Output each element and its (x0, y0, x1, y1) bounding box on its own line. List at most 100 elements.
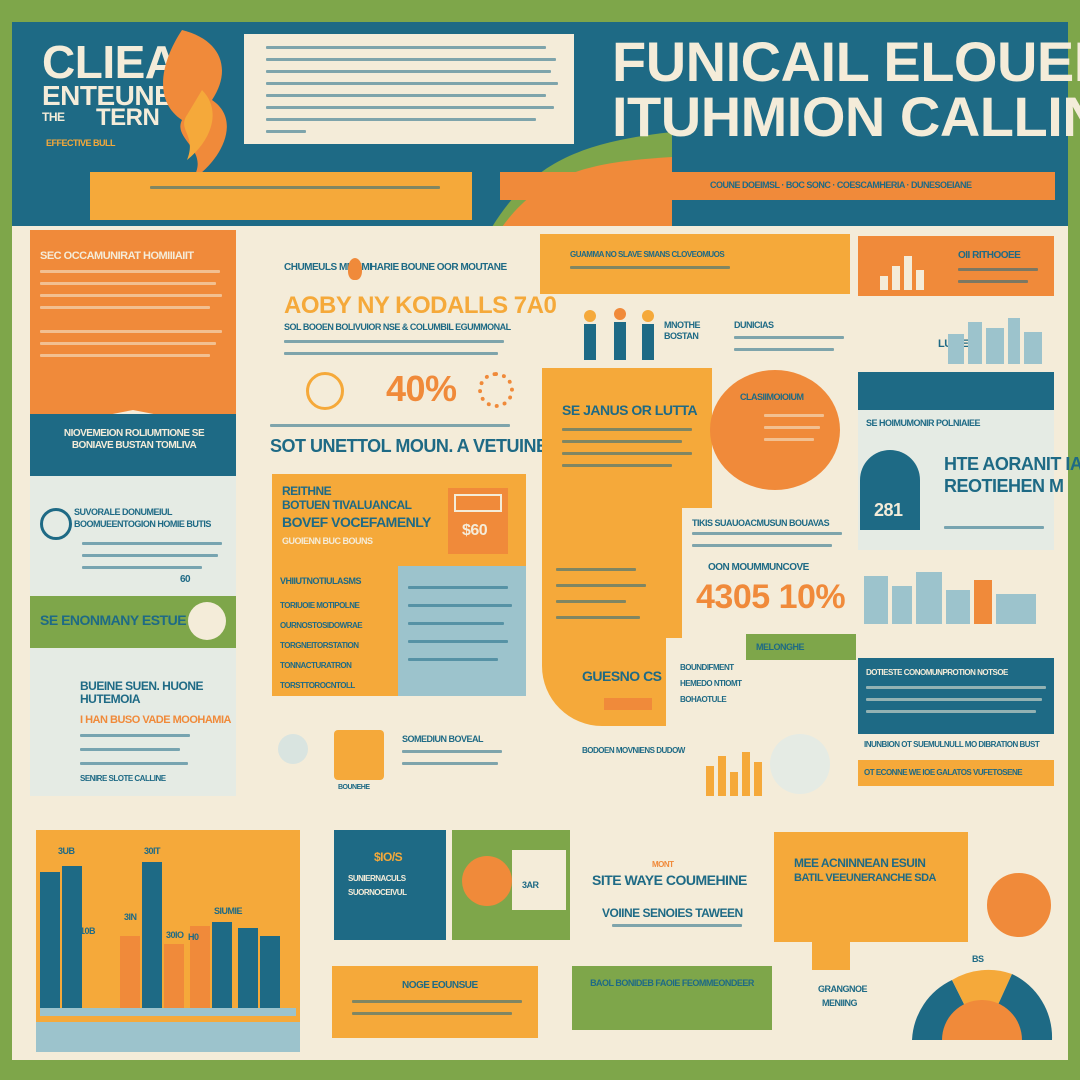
center-stat-label: OON MOUMMUNCOVE (708, 562, 809, 573)
chart-label: 3UB (58, 846, 75, 856)
right-circle-big: 281 (874, 500, 903, 520)
chart-label: 30IT (144, 846, 161, 856)
bottom-section: 3UB 30IT 3IN SIUMIE 10B 30IO H0 $IO/S SU… (12, 830, 1068, 1060)
middle-list: TORIUOIE MOTIPOLNE OURNOSTOSIDOWRAE TORG… (280, 596, 398, 696)
middle-box-sub: GUOIENN BUC BOUNS (282, 536, 373, 546)
center-column: GUAMMA NO SLAVE SMANS CLOVEOMUOS MNOTHE … (536, 226, 856, 826)
center-big-stat: 4305 10% (696, 578, 846, 616)
center-top-banner: GUAMMA NO SLAVE SMANS CLOVEOMUOS (540, 234, 850, 294)
gauge-label-b: BS (972, 954, 984, 964)
bottom-teal-card-title: $IO/S (374, 850, 403, 864)
center-yellow-card: SE JANUS OR LUTTA (542, 368, 712, 508)
right-headline-a: HTE AORANIT IA (944, 454, 1080, 474)
bottom-green-box-text: BAOL BONIDEB FAOIE FEOMMEONDEER (590, 978, 754, 988)
middle-big-heading: AOBY NY KODALLS 7A0 (284, 292, 557, 319)
middle-list-title: VHIIUTNOTIULASMS (280, 576, 362, 586)
left-orange-card: SEC OCCAMUNIRAT HOMIIIAIIT (30, 230, 236, 408)
page-title-line-2: ITUHMION CALLINI (612, 85, 1080, 148)
center-team-label-a: MNOTHE BOSTAN (664, 320, 701, 341)
center-robot-icon (770, 734, 830, 794)
bottom-small-label-2: MENIING (822, 998, 858, 1008)
center-green-tab-text: MELONGHE (756, 642, 805, 652)
left-caption: SENIRE SLOTE CALLINE (80, 774, 166, 783)
middle-blue-box (398, 566, 526, 696)
bottom-mid-title: SITE WAYE COUMEHINE (592, 872, 747, 888)
plant-icon (40, 508, 72, 540)
bottom-yellow-box: NOGE EOUNSUE (332, 966, 538, 1038)
left-amount: 60 (180, 574, 191, 585)
bottom-green-box: BAOL BONIDEB FAOIE FEOMMEONDEER (572, 966, 772, 1030)
center-yellow-card-2 (542, 508, 682, 638)
right-top-title: OII RITHOOEE (958, 250, 1021, 261)
gear-icon (478, 372, 514, 408)
bottom-paper-icon (512, 850, 566, 910)
bottom-green-card: 3AR (452, 830, 570, 940)
left-green-banner-text: SE ENONMANY ESTUE (40, 612, 187, 628)
right-teal-title: DOTIESTE CONOMUNPROTION NOTSOE (866, 668, 1008, 677)
team-people-icon (584, 308, 654, 360)
chart-label: SIUMIE (214, 906, 243, 916)
price-tag: $60 (448, 488, 508, 554)
list-item: TORGNEITORSTATION (280, 641, 359, 650)
bottom-chart-panel: 3UB 30IT 3IN SIUMIE 10B 30IO H0 (36, 830, 300, 1022)
logo-block: CLIEAN ENTEUNE'/ THE TERN EFFECTIVE BULL (12, 22, 234, 202)
right-strip: OT ECONNE WE IOE GALATOS VUFETOSENE (858, 760, 1054, 786)
header-orange-strip (90, 172, 472, 220)
center-team-label-b: DUNICIAS (734, 320, 774, 330)
right-headline-b: REOTIEHEN M (944, 476, 1064, 496)
chart-label: 3IN (124, 912, 137, 922)
center-orange-circle: CLASIIMOIOIUM (710, 370, 840, 490)
guess-item: BOHAOTULE (680, 695, 727, 704)
right-person-icon: 281 (860, 450, 920, 530)
center-guess-card: GUESNO CS (542, 638, 666, 726)
center-bar-icon (706, 752, 762, 796)
center-green-tab: MELONGHE (746, 634, 856, 660)
chart-label: 10B (80, 926, 96, 936)
list-item: TONNACTURATRON (280, 661, 352, 670)
list-item: OURNOSTOSIDOWRAE (280, 621, 363, 630)
middle-title-a: CHUMEULS MMUMI (284, 262, 372, 273)
bottom-right-orange-card: MEE ACNINNEAN ESUIN BATIL VEEUNERANCHE S… (774, 832, 968, 942)
bottom-teal-card-line: SUNIERNACULS (348, 874, 406, 883)
coin-icon (306, 372, 344, 410)
chart-label: H0 (188, 932, 199, 942)
bottom-handshake-icon (812, 926, 850, 970)
chart-label: 30IO (166, 930, 184, 940)
right-chart-icon (880, 256, 924, 290)
right-strip-sub: INUNBION OT SUEMULNULL MO DIBRATION BUST (864, 740, 1040, 749)
bottom-chart-footer (36, 1022, 300, 1052)
center-section-title: SE JANUS OR LUTTA (562, 402, 698, 418)
header-right-strip: COUNE DOEIMSL · BOC SONC · COESCAMHERIA … (500, 172, 1055, 200)
center-bottom-note: BODOEN MOVNIENS DUDOW (582, 746, 685, 755)
cart-icon (278, 734, 308, 764)
left-column: SEC OCCAMUNIRAT HOMIIIAIIT NIOVEMEION RO… (30, 230, 236, 796)
center-stat-heading: TIKIS SUAUOACMUSUN BOUAVAS (692, 518, 830, 528)
bottom-bar-label: 3AR (522, 880, 539, 890)
left-icon-title: SUVORALE DONUMEIUL BOOMUEENTOGION HOMIE … (74, 507, 211, 529)
guess-item: HEMEDO NTIOMT (680, 679, 742, 688)
middle-percent: 40% (386, 368, 457, 409)
bottom-teal-card: $IO/S SUNIERNACULS SUORNOCEIVUL (334, 830, 446, 940)
middle-box-title-3: BOVEF VOCEFAMENLY (282, 514, 431, 530)
document-icon (334, 730, 384, 780)
bottom-sun-icon (462, 856, 512, 906)
center-guess-title: GUESNO CS (582, 668, 662, 684)
left-bottom-block: BUEINE SUEN. HUONE HUTEMOIA I HAN BUSO V… (30, 648, 236, 796)
left-bold-heading: BUEINE SUEN. HUONE HUTEMOIA (80, 679, 204, 706)
logo-subtitle: EFFECTIVE BULL (46, 138, 116, 148)
city-skyline-icon (948, 318, 1042, 364)
guess-item: BOUNDIFMENT (680, 663, 734, 672)
left-teal-banner: NIOVEMEION ROLIUMTIONE SE BONIAVE BUSTAN… (30, 414, 236, 476)
right-orange-title: SE HOIMUMONIR POLNIAIEE (866, 418, 981, 428)
middle-box-title-2: BOTUEN TIVALUANCAL (282, 498, 412, 512)
header-paragraph-block (244, 34, 574, 144)
flame-icon (348, 258, 362, 280)
bottom-teal-card-line: SUORNOCEIVUL (348, 888, 407, 897)
right-orange-card: SE HOIMUMONIR POLNIAIEE 281 HTE AORANIT … (858, 410, 1080, 550)
left-tagline: I HAN BUSO VADE MOOHAMIA (80, 714, 231, 726)
logo-line-3-right: TERN (96, 104, 160, 131)
bottom-gauge-chart (912, 969, 1053, 1040)
middle-card-caption: BOUNEHE (338, 784, 370, 791)
price-tag-box (454, 494, 502, 512)
